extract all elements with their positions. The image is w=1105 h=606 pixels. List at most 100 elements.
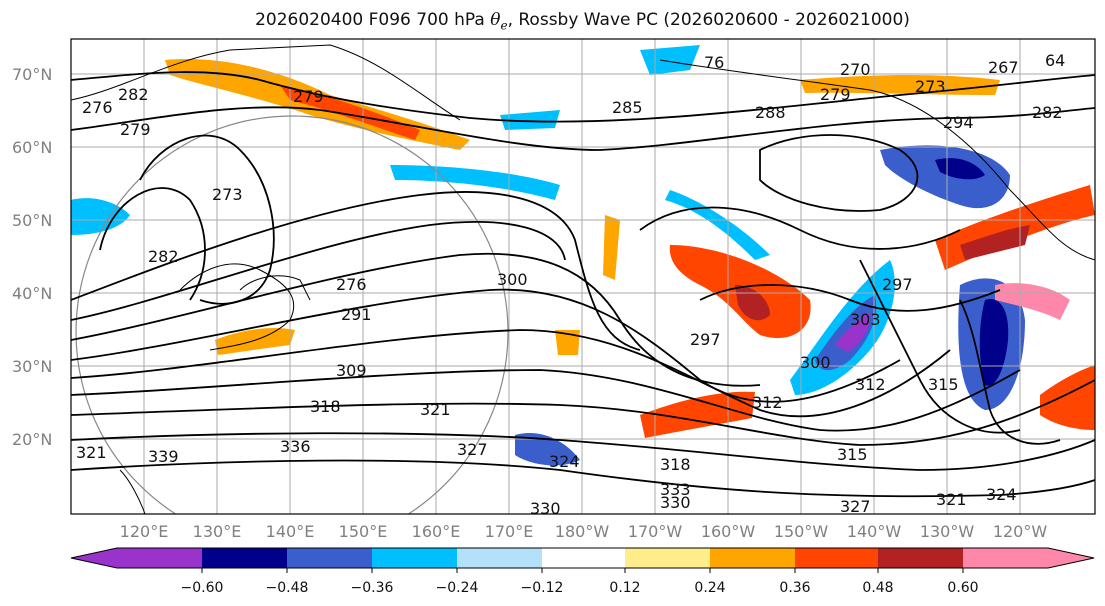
colorbar-extend-high (1048, 548, 1094, 568)
contour-label: 294 (943, 113, 974, 132)
contour-label: 324 (986, 485, 1017, 504)
contour-label: 318 (660, 455, 691, 474)
contour-label: 276 (82, 98, 113, 117)
contour-label: 333 (660, 480, 691, 499)
contour-label: 300 (497, 270, 528, 289)
contour-label: 288 (755, 103, 786, 122)
contour-label: 297 (690, 330, 721, 349)
longitude-label: 140°W (847, 522, 902, 541)
colorbar-bin (542, 548, 625, 568)
colorbar-bin (963, 548, 1048, 568)
contour-label: 303 (850, 310, 881, 329)
contour-label: 330 (660, 493, 691, 512)
contour-label: 270 (840, 60, 871, 79)
map-plot-area: 282 276 279 279 285 288 270 76 267 64 27… (71, 39, 1095, 518)
longitude-label: 160°E (412, 522, 461, 541)
contour-label: 330 (530, 499, 561, 518)
positive-anomaly-strip (603, 215, 620, 280)
colorbar-tick-label: 0.36 (779, 580, 810, 596)
contour-label: 321 (936, 490, 967, 509)
colorbar-extend-low (71, 548, 117, 568)
positive-anomaly-japan (215, 328, 295, 355)
colorbar-bin (625, 548, 710, 568)
colorbar-tick-label: −0.48 (266, 580, 309, 596)
latitude-label: 50°N (12, 211, 52, 230)
contour-label: 267 (988, 58, 1019, 77)
longitude-label: 150°W (774, 522, 829, 541)
map-frame (70, 38, 1096, 515)
contour-label: 291 (341, 305, 372, 324)
longitude-label: 120°E (120, 522, 169, 541)
longitude-labels: 120°E 130°E 140°E 150°E 160°E 170°E 180°… (120, 522, 1048, 541)
latitude-label: 30°N (12, 357, 52, 376)
extreme-positive-anomaly (995, 283, 1070, 320)
colorbar-tick-label: 0.48 (862, 580, 893, 596)
negative-anomaly-arc (390, 165, 560, 200)
longitude-label: 130°E (193, 522, 242, 541)
colorbar: −0.60 −0.48 −0.36 −0.24 −0.12 0.12 0.24 … (70, 547, 1095, 596)
latitude-label: 70°N (12, 65, 52, 84)
contour-label: 279 (820, 85, 851, 104)
contour-label: 321 (420, 400, 451, 419)
colorbar-tick-label: 0.60 (947, 580, 978, 596)
colorbar-bin (878, 548, 963, 568)
strong-positive-anomaly-north-pacific (280, 85, 420, 140)
latitude-label: 60°N (12, 138, 52, 157)
longitude-label: 120°W (993, 522, 1048, 541)
contour-label: 76 (704, 53, 724, 72)
strong-positive-anomaly-coast (960, 225, 1030, 260)
contour-label: 279 (120, 120, 151, 139)
contour-label: 285 (612, 98, 643, 117)
colorbar-bin (202, 548, 287, 568)
colorbar-bin (710, 548, 795, 568)
contour-label: 276 (336, 275, 367, 294)
colorbar-tick-label: 0.12 (609, 580, 640, 596)
contour-label: 321 (76, 443, 107, 462)
colorbar-bin (457, 548, 542, 568)
contour-label: 324 (549, 452, 580, 471)
colorbar-tick-label: −0.24 (436, 580, 479, 596)
longitude-label: 180°W (555, 522, 610, 541)
colorbar-bin (372, 548, 457, 568)
latitude-labels: 70°N 60°N 50°N 40°N 30°N 20°N (12, 65, 52, 449)
theta-symbol: θ (490, 10, 501, 30)
contour-label: 315 (928, 375, 959, 394)
contour-label: 336 (280, 437, 311, 456)
contour-label: 327 (840, 497, 871, 516)
contour-label: 282 (118, 85, 149, 104)
negative-anomaly-gulf (665, 190, 770, 260)
strong-positive-anomaly-central (735, 285, 770, 321)
latitude-label: 20°N (12, 430, 52, 449)
contour-label: 273 (915, 77, 946, 96)
positive-anomaly-small (555, 330, 580, 355)
contour-label: 297 (882, 275, 913, 294)
colorbar-outline (70, 547, 1095, 569)
negative-anomaly-subtropics (515, 432, 580, 466)
longitude-label: 140°E (266, 522, 315, 541)
positive-anomaly-subtropical (640, 391, 755, 438)
colorbar-bin (117, 548, 202, 568)
longitude-label: 150°E (339, 522, 388, 541)
colorbar-tick-label: −0.36 (351, 580, 394, 596)
contour-label: 312 (752, 393, 783, 412)
colorbar-tick-label: −0.12 (521, 580, 564, 596)
contour-label: 273 (212, 185, 243, 204)
colorbar-tick-label: 0.24 (694, 580, 725, 596)
latitude-label: 40°N (12, 284, 52, 303)
colorbar-bin (287, 548, 372, 568)
longitude-label: 130°W (920, 522, 975, 541)
contour-label: 318 (310, 397, 341, 416)
title-prefix: 2026020400 F096 700 hPa (255, 10, 491, 30)
theta-subscript: e (500, 18, 508, 33)
contour-label: 279 (293, 87, 324, 106)
longitude-label: 160°W (701, 522, 756, 541)
colorbar-tick-label: −0.60 (181, 580, 224, 596)
map-title: 2026020400 F096 700 hPa θe, Rossby Wave … (0, 10, 1105, 32)
contour-label-group: 282 276 279 279 285 288 270 76 267 64 27… (76, 51, 1065, 518)
strongest-negative-anomaly (835, 312, 871, 352)
contour-label: 309 (336, 361, 367, 380)
colorbar-bin (795, 548, 878, 568)
contour-label: 327 (457, 440, 488, 459)
negative-anomaly-bering (500, 110, 560, 130)
strong-negative-anomaly-east-pacific (979, 299, 1009, 386)
